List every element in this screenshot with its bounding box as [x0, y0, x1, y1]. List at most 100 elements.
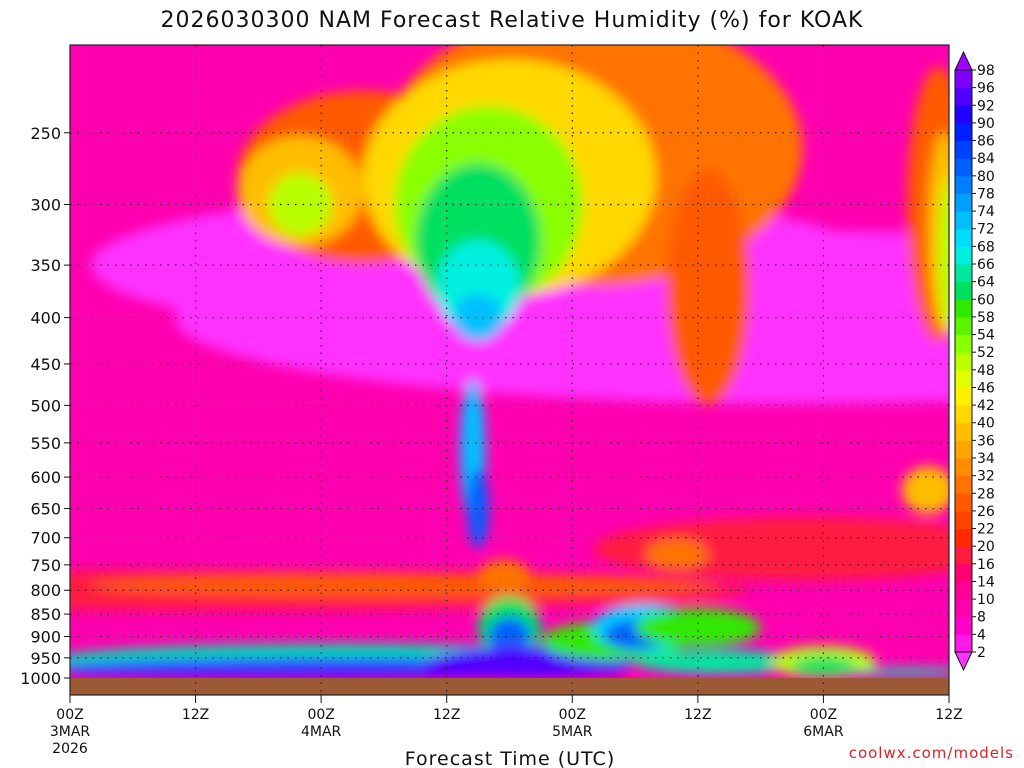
heatmap-region — [635, 650, 803, 674]
y-tick-label: 300 — [30, 195, 61, 214]
y-tick-label: 850 — [30, 605, 61, 624]
y-tick-label: 450 — [30, 355, 61, 374]
colorbar-label: 10 — [977, 592, 995, 608]
x-tick-label: 5MAR — [552, 724, 593, 740]
heatmap-region — [645, 538, 709, 570]
heatmap-region — [635, 608, 761, 648]
y-tick-label: 650 — [30, 500, 61, 519]
colorbar-label: 34 — [977, 451, 995, 467]
colorbar-frame — [954, 69, 973, 653]
colorbar-label: 68 — [977, 239, 995, 255]
heatmap-region — [268, 173, 332, 236]
colorbar-max-arrow — [954, 50, 973, 71]
credit-text: coolwx.com/models — [849, 744, 1014, 762]
colorbar-label: 40 — [977, 416, 995, 432]
heatmap-region — [478, 559, 531, 591]
colorbar-label: 42 — [977, 398, 995, 414]
colorbar-label: 72 — [977, 222, 995, 238]
colorbar-label: 96 — [977, 81, 995, 97]
ground-strip — [70, 678, 949, 695]
x-tick-label: 00Z — [810, 707, 837, 723]
colorbar-swatch — [955, 281, 972, 300]
y-tick-label: 600 — [30, 468, 61, 487]
y-tick-label: 1000 — [20, 669, 61, 688]
colorbar-label: 48 — [977, 363, 995, 379]
colorbar-swatch — [955, 475, 972, 494]
y-tick-label: 500 — [30, 396, 61, 415]
colorbar-swatch — [955, 122, 972, 142]
colorbar-swatch — [955, 563, 972, 582]
colorbar-label: 4 — [977, 627, 986, 643]
y-axis: 250 300 350 400 450 500 550 600 650 700 750 800 850 9… — [20, 124, 70, 688]
heatmap-region — [452, 294, 504, 342]
colorbar-label: 16 — [977, 557, 995, 573]
colorbar-label: 64 — [977, 275, 995, 291]
y-tick-label: 750 — [30, 556, 61, 575]
x-tick-label: 3MAR — [50, 724, 91, 740]
colorbar-label: 98 — [977, 63, 995, 79]
colorbar-swatch — [955, 493, 972, 512]
y-tick-label: 350 — [30, 256, 61, 275]
y-tick-label: 400 — [30, 309, 61, 328]
colorbar-swatch — [955, 175, 972, 194]
colorbar-label: 2 — [977, 645, 986, 661]
colorbar-swatch — [955, 440, 972, 459]
colorbar-label: 14 — [977, 574, 995, 590]
colorbar-min-arrow — [954, 651, 973, 672]
colorbar-swatch — [955, 246, 972, 265]
colorbar-swatch — [955, 105, 972, 124]
colorbar-label: 22 — [977, 522, 995, 538]
heatmap-region — [792, 656, 855, 676]
colorbar-label: 86 — [977, 134, 995, 150]
y-tick-label: 250 — [30, 124, 61, 143]
heatmap-region — [467, 469, 489, 548]
colorbar-label: 46 — [977, 380, 995, 396]
y-tick-label: 550 — [30, 434, 61, 453]
colorbar-label: 36 — [977, 433, 995, 449]
chart-title: 2026030300 NAM Forecast Relative Humidit… — [161, 8, 864, 33]
colorbar-swatch — [955, 422, 972, 441]
colorbar-swatch — [955, 211, 972, 230]
x-tick-label: 12Z — [182, 707, 209, 723]
colorbar-label: 8 — [977, 610, 986, 626]
colorbar-swatch — [955, 581, 972, 600]
colorbar-swatch — [955, 316, 972, 336]
colorbar-swatch — [955, 334, 972, 353]
colorbar-label: 58 — [977, 310, 995, 326]
colorbar-swatch — [955, 369, 972, 388]
heatmap-region — [901, 466, 949, 514]
colorbar-label: 92 — [977, 98, 995, 114]
colorbar-swatch — [955, 228, 972, 247]
heatmap-region — [90, 573, 719, 598]
colorbar-label: 32 — [977, 469, 995, 485]
x-tick-label: 00Z — [56, 707, 83, 723]
x-tick-label: 00Z — [559, 707, 586, 723]
y-tick-label: 700 — [30, 529, 61, 548]
colorbar-label: 78 — [977, 186, 995, 202]
heatmap-region — [938, 175, 949, 333]
colorbar-swatch — [955, 458, 972, 477]
x-tick-label: 00Z — [307, 707, 334, 723]
colorbar-label: 28 — [977, 486, 995, 502]
colorbar-swatch — [955, 140, 972, 159]
colorbar-label: 54 — [977, 328, 995, 344]
y-tick-label: 800 — [30, 581, 61, 600]
colorbar-label: 74 — [977, 204, 995, 220]
colorbar-swatch — [955, 528, 972, 547]
x-tick-label: 12Z — [935, 707, 962, 723]
colorbar-swatch — [955, 510, 972, 530]
colorbar-swatch — [955, 299, 972, 318]
x-tick-label: 12Z — [433, 707, 460, 723]
plot-frame — [69, 44, 950, 696]
colorbar-swatch — [955, 264, 972, 283]
colorbar-swatch — [955, 634, 972, 653]
colorbar-swatch — [955, 193, 972, 212]
x-tick-label: 6MAR — [803, 724, 844, 740]
colorbar-label: 90 — [977, 116, 995, 132]
colorbar-label: 66 — [977, 257, 995, 273]
colorbar-label: 26 — [977, 504, 995, 520]
x-tick-label: 2026 — [52, 741, 88, 757]
colorbar-label: 80 — [977, 169, 995, 185]
